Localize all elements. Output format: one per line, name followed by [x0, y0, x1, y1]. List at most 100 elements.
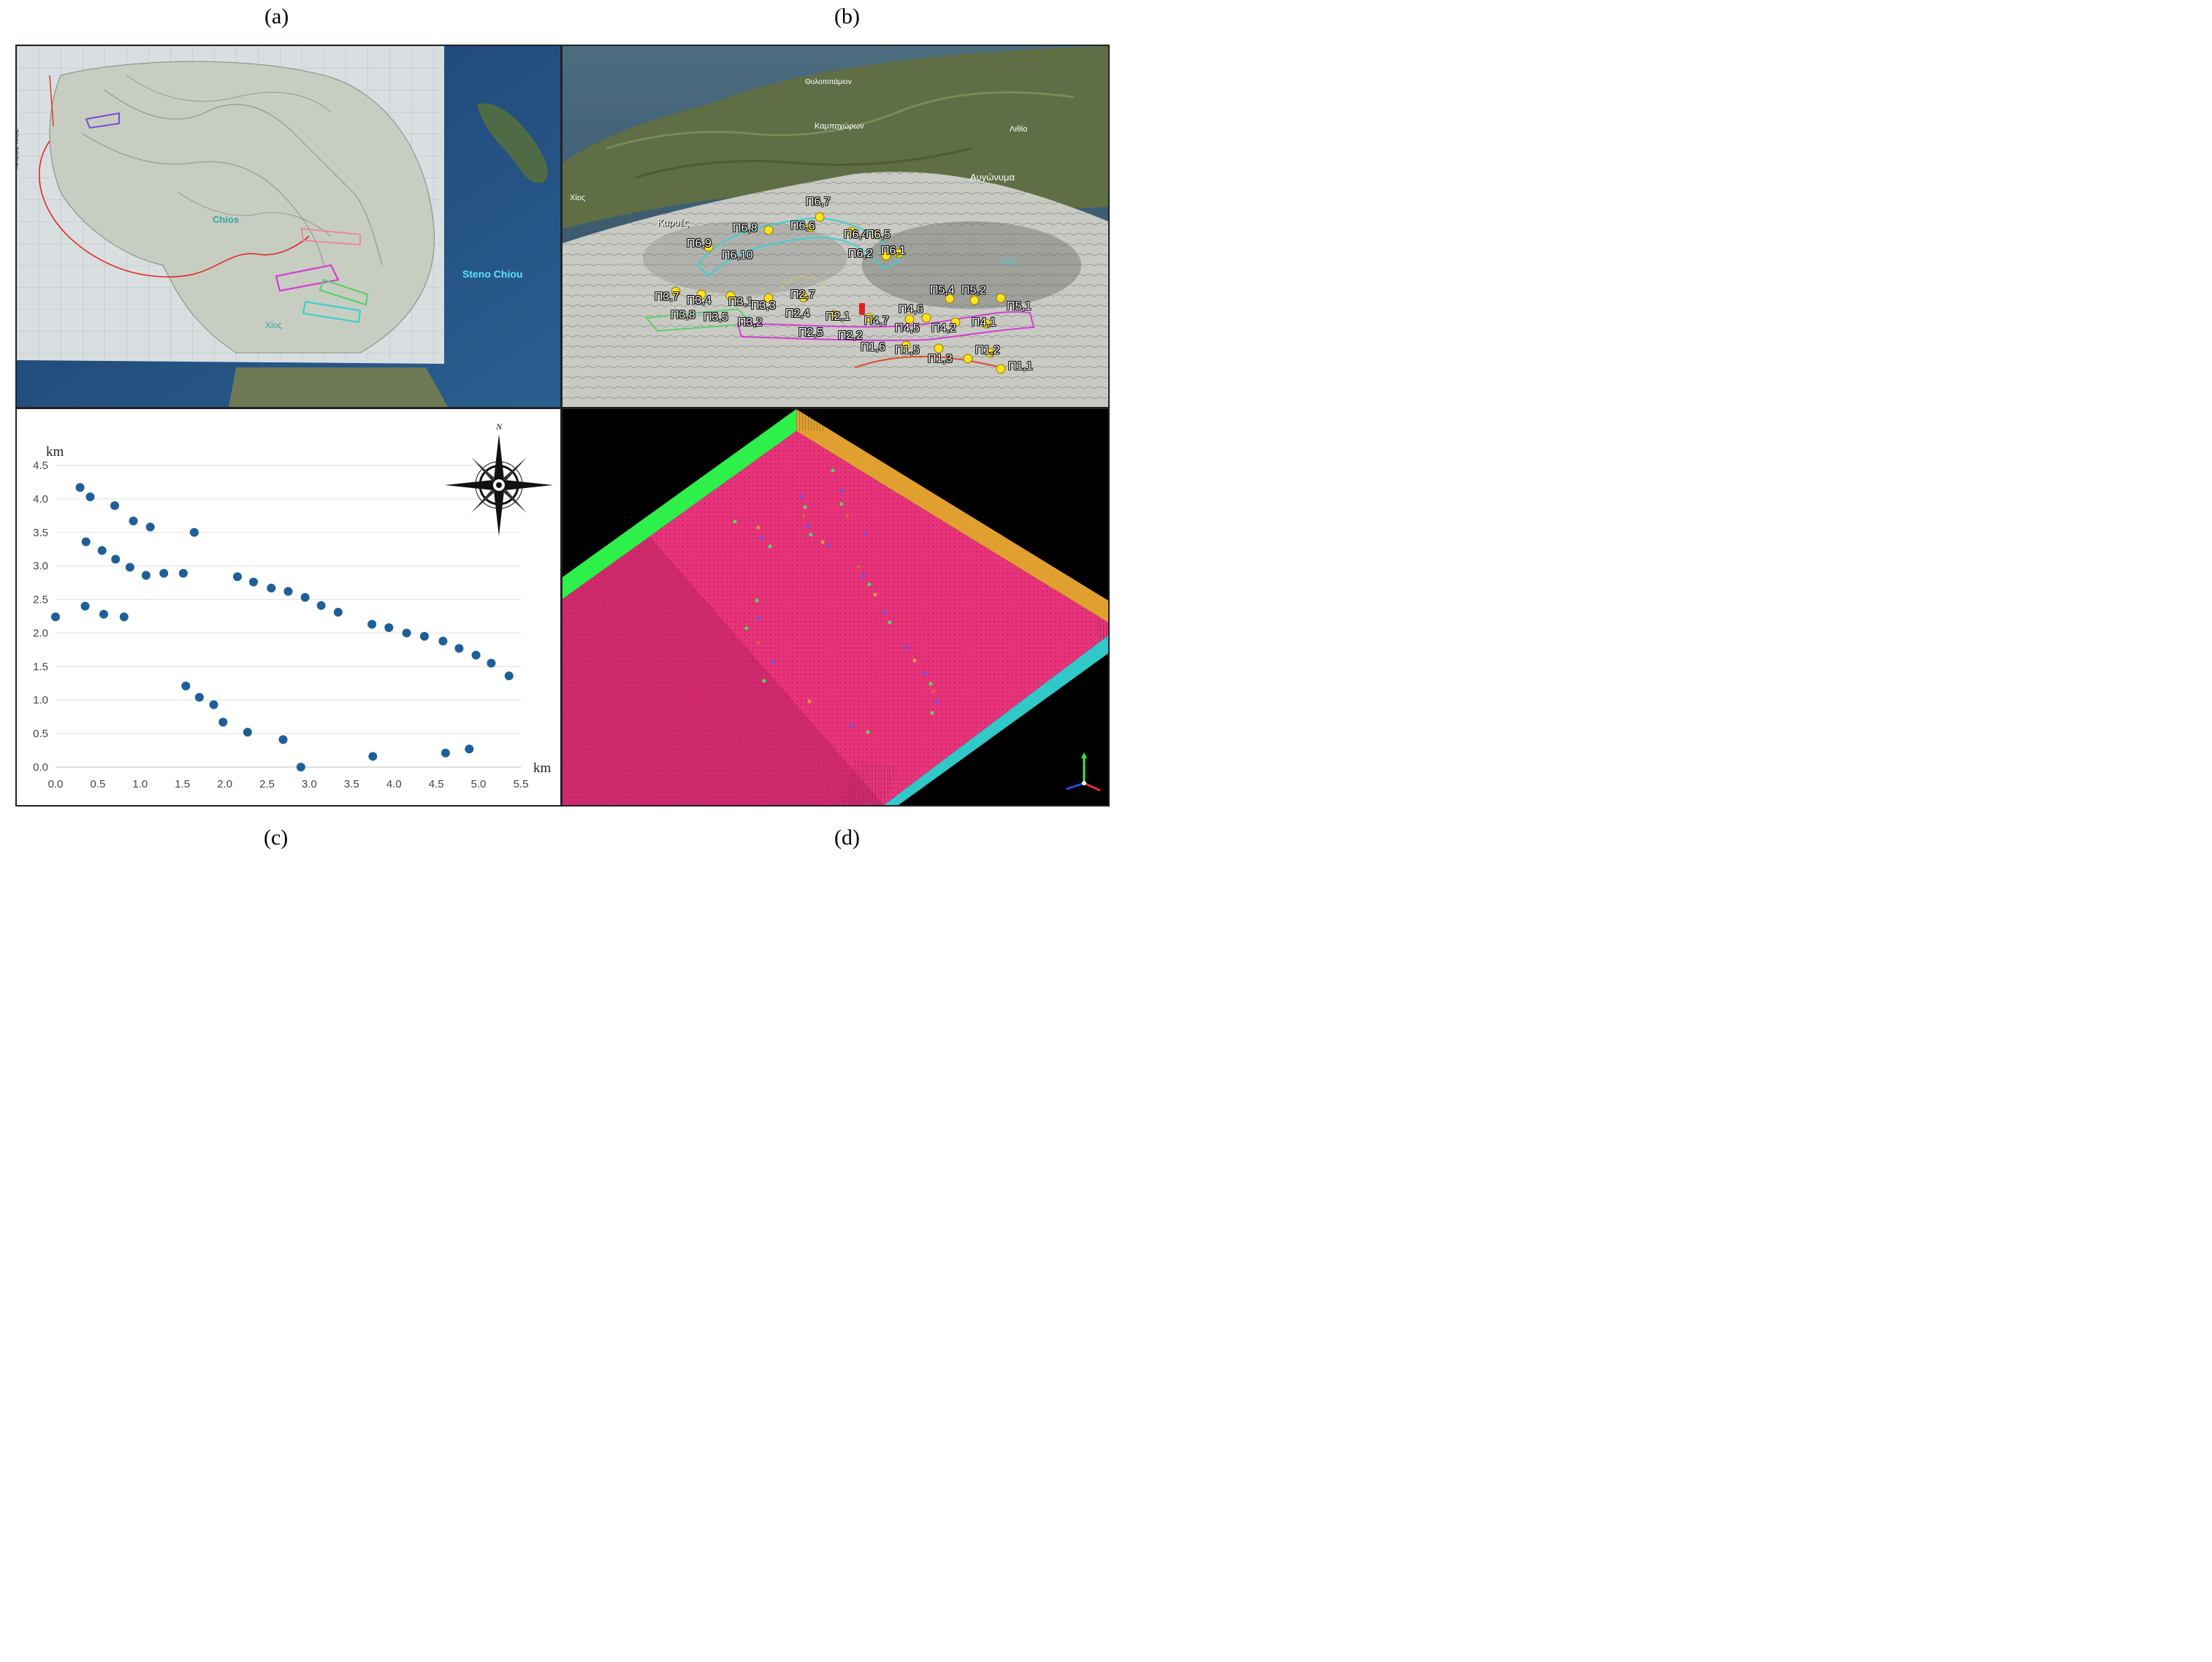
data-point — [80, 601, 90, 611]
red-route — [39, 140, 310, 278]
data-point — [454, 644, 464, 653]
y-axis-label: km — [46, 444, 64, 460]
pin-p35: Π3,5 — [703, 311, 728, 324]
data-point — [368, 752, 378, 761]
data-point — [141, 571, 150, 580]
data-point — [81, 537, 91, 546]
chart-grid — [56, 465, 521, 768]
place-lithi: Λιθίο — [1010, 125, 1028, 134]
svg-text:ΝΗΣΟΣ ΧΙΟΣ: ΝΗΣΟΣ ΧΙΟΣ — [17, 129, 20, 169]
place-xios-right: Χίος — [1001, 258, 1015, 266]
x-tick-label: 2.5 — [259, 778, 275, 790]
pin-p11: Π1,1 — [1008, 360, 1033, 373]
panel-c-scatter: 0.0 0.5 1.0 1.5 2.0 2.5 3.0 3.5 4.0 4.5 5.0 5.5 0.0… — [17, 409, 560, 805]
green-zone — [319, 278, 369, 306]
x-tick-label: 3.0 — [302, 778, 317, 790]
data-point — [465, 744, 474, 754]
y-tick-label: 1.5 — [33, 660, 48, 673]
x-tick-label: 3.5 — [344, 778, 359, 790]
data-point — [75, 483, 85, 492]
pin-p27: Π2,7 — [790, 289, 815, 301]
y-tick-label: 3.5 — [33, 527, 48, 539]
panel-b-3d-view: Θολοποτάμιον Καμποχώρων Λιθίο Αυγώνυμα Χ… — [562, 46, 1108, 407]
data-point — [159, 568, 169, 578]
mesh-model-graphic — [562, 409, 1108, 805]
pin-p68: Π6,8 — [733, 222, 758, 235]
pin-p31: Π3,1 — [728, 296, 753, 308]
horizontal-divider — [15, 407, 1110, 409]
data-point — [99, 609, 109, 619]
pin-p54: Π5,4 — [930, 284, 955, 297]
red-marker — [859, 303, 865, 315]
pin-p24: Π2,4 — [785, 308, 810, 320]
data-point — [441, 748, 450, 758]
map-b-graphic — [562, 46, 1108, 407]
data-point — [189, 527, 199, 537]
pin-p67: Π6,7 — [806, 196, 831, 208]
data-point — [278, 735, 288, 744]
place-karyes: Καρυές — [657, 217, 689, 228]
data-point — [110, 501, 120, 511]
pin-p12: Π1,2 — [975, 344, 1000, 357]
pin-p16: Π1,6 — [861, 341, 885, 354]
data-point — [249, 577, 259, 587]
data-point — [97, 546, 107, 555]
data-point — [145, 522, 155, 532]
x-tick-label: 5.0 — [471, 778, 487, 790]
data-point — [419, 632, 429, 641]
place-kamp: Καμποχώρων — [815, 122, 864, 131]
pin-p15: Π1,5 — [895, 344, 920, 357]
data-point — [111, 554, 121, 564]
zone-p2-p4 — [736, 310, 1035, 341]
y-tick-label: 3.0 — [33, 560, 48, 573]
place-label-chios: Chios — [213, 214, 240, 225]
x-tick-label: 1.0 — [132, 778, 148, 790]
pin-p51: Π5,1 — [1007, 300, 1031, 313]
scatter-chart: 0.0 0.5 1.0 1.5 2.0 2.5 3.0 3.5 4.0 4.5 5.0 5.5 0.0… — [33, 422, 553, 790]
panel-a-map: ΝΗΣΟΣ ΧΙΟΣ Chios Χίος Steno Chiou — [17, 46, 560, 407]
data-point — [85, 492, 95, 502]
y-tick-label: 0.0 — [33, 761, 48, 774]
data-point — [283, 587, 293, 596]
y-tick-label: 2.0 — [33, 627, 48, 639]
x-tick-label: 1.5 — [175, 778, 190, 790]
compass-rose-icon: N — [445, 422, 553, 536]
data-point — [129, 516, 138, 526]
back-wall — [796, 409, 1108, 623]
data-point — [243, 728, 252, 737]
pin-p37: Π3,7 — [655, 291, 679, 303]
data-point — [181, 681, 191, 690]
cyan-zone — [302, 300, 362, 324]
data-point — [218, 717, 228, 727]
pin-p46: Π4,6 — [899, 303, 923, 316]
pin-p41: Π4,1 — [972, 316, 996, 329]
map-a-graphic: ΝΗΣΟΣ ΧΙΟΣ — [17, 46, 560, 407]
axis-triad-icon — [1066, 752, 1101, 792]
data-point — [296, 763, 305, 771]
pin-group — [671, 212, 1006, 374]
pin-p66: Π6,6 — [790, 220, 815, 232]
magenta-zone — [275, 264, 340, 292]
data-point — [233, 572, 243, 582]
pin-p69: Π6,9 — [687, 237, 712, 250]
data-point — [471, 650, 481, 660]
data-point — [267, 583, 276, 592]
pin-p32: Π3,2 — [738, 316, 763, 329]
x-tick-label: 0.0 — [48, 778, 64, 790]
data-point — [194, 693, 204, 702]
x-tick-label: 2.0 — [217, 778, 232, 790]
sensor-dots — [733, 468, 939, 734]
x-tick-labels: 0.0 0.5 1.0 1.5 2.0 2.5 3.0 3.5 4.0 4.5 5.0 5.5 — [48, 778, 529, 790]
y-tick-labels: 0.0 0.5 1.0 1.5 2.0 2.5 3.0 3.5 4.0 4.5 — [33, 460, 48, 774]
figure-frame — [15, 45, 1110, 807]
data-point — [367, 620, 377, 629]
pin-p25: Π2,5 — [798, 327, 823, 339]
pin-p47: Π4,7 — [864, 315, 889, 327]
pin-p52: Π5,2 — [961, 284, 986, 297]
y-tick-label: 4.0 — [33, 493, 48, 506]
left-wall — [562, 409, 796, 599]
data-point — [316, 601, 326, 610]
pin-p64: Π6,4 — [844, 229, 869, 241]
place-label-xios: Χίος — [265, 320, 283, 330]
pin-p610: Π6,10 — [722, 249, 753, 262]
